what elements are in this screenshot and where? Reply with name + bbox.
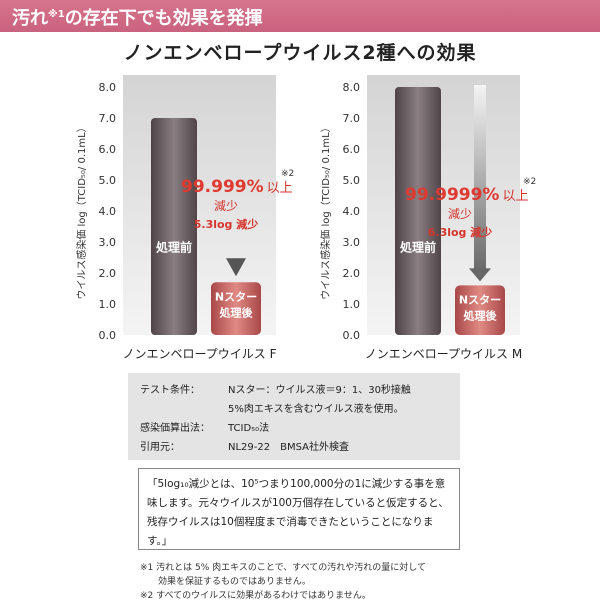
reduction-annotation: 99.9999% 以上: [405, 185, 528, 205]
bar-label: 処理後: [463, 308, 498, 322]
footnote-marker: ※2: [523, 177, 536, 187]
section-header: 汚れ※1の存在下でも効果を発揮: [0, 0, 600, 32]
bar-label: Nスター: [215, 290, 257, 303]
footnote: ※2 すべてのウイルスに効果があるわけではありません。: [140, 591, 371, 601]
y-axis-label: ウイルス感染価 log（TCID₅₀/ 0.1mL）: [75, 122, 88, 299]
condition-row: テスト条件： Nスター：ウイルス液＝9：1、30秒接触: [140, 385, 411, 396]
y-tick-label: 1.0: [99, 298, 117, 311]
y-tick-label: 2.0: [343, 267, 361, 280]
y-tick-label: 8.0: [99, 81, 117, 94]
y-tick-label: 6.0: [343, 143, 361, 156]
bar-label: 処理前: [399, 239, 436, 254]
bar-label: 処理前: [155, 239, 192, 254]
footnote: 効果を保証するものではありません。: [140, 577, 311, 587]
y-tick-label: 7.0: [99, 112, 117, 125]
bar-after: [211, 282, 261, 335]
y-tick-label: 4.0: [343, 205, 361, 218]
footnote: ※1 汚れとは 5% 肉エキスのことで、すべての汚れや汚れの量に対して: [140, 563, 426, 573]
reduction-text: 減少: [214, 198, 238, 213]
x-category-label: ノンエンベロープウイルス M: [365, 347, 522, 361]
down-arrow-head: [469, 268, 491, 282]
section-header-text: 汚れ※1の存在下でも効果を発揮: [12, 8, 263, 29]
down-arrow: [226, 258, 246, 277]
y-tick-label: 6.0: [99, 143, 117, 156]
condition-row: 5%肉エキスを含むウイルス液を使用。: [228, 404, 404, 415]
bar-after: [455, 285, 505, 335]
bar-before: [395, 87, 441, 335]
bar-label: 処理後: [219, 305, 254, 319]
y-tick-label: 3.0: [99, 236, 117, 249]
y-tick-label: 8.0: [343, 81, 361, 94]
bar-label: Nスター: [459, 293, 501, 306]
y-tick-label: 4.0: [99, 205, 117, 218]
x-category-label: ノンエンベロープウイルス F: [123, 347, 277, 361]
y-tick-label: 0.0: [343, 329, 361, 342]
test-conditions-box: テスト条件： Nスター：ウイルス液＝9：1、30秒接触 5%肉エキスを含むウイルス…: [128, 373, 460, 460]
reduction-text: 減少: [448, 206, 472, 221]
y-tick-label: 5.0: [99, 174, 117, 187]
explanation-note: 「5log₁₀減少とは、10⁵つまり100,000分の1に減少する事を意味します…: [138, 468, 460, 550]
y-tick-label: 7.0: [343, 112, 361, 125]
y-axis-label: ウイルス感染価 log（TCID₅₀/ 0.1mL）: [319, 122, 332, 299]
condition-row: 引用元： NL29-22 BMSA社外検査: [140, 442, 349, 453]
log-reduction-text: 5.3log 減少: [194, 217, 259, 231]
charts-area: 0.0 1.0 2.0 3.0 4.0 5.0 6.0 7.0 8.0 ウイルス感染価 log（T…: [75, 75, 536, 361]
chart-main-title: ノンエンベロープウイルス2種への効果: [123, 42, 477, 64]
y-tick-label: 2.0: [99, 267, 117, 280]
condition-row: 感染価算出法： TCID₅₀法: [140, 423, 270, 434]
log-reduction-text: 6.3log 減少: [428, 225, 493, 239]
down-arrow-shaft: [474, 85, 486, 271]
y-tick-label: 1.0: [343, 298, 361, 311]
y-tick-label: 0.0: [99, 329, 117, 342]
y-tick-label: 5.0: [343, 174, 361, 187]
footnote-marker: ※2: [281, 169, 294, 179]
y-tick-label: 3.0: [343, 236, 361, 249]
bar-before: [151, 118, 197, 335]
reduction-annotation: 99.999% 以上: [181, 177, 293, 197]
